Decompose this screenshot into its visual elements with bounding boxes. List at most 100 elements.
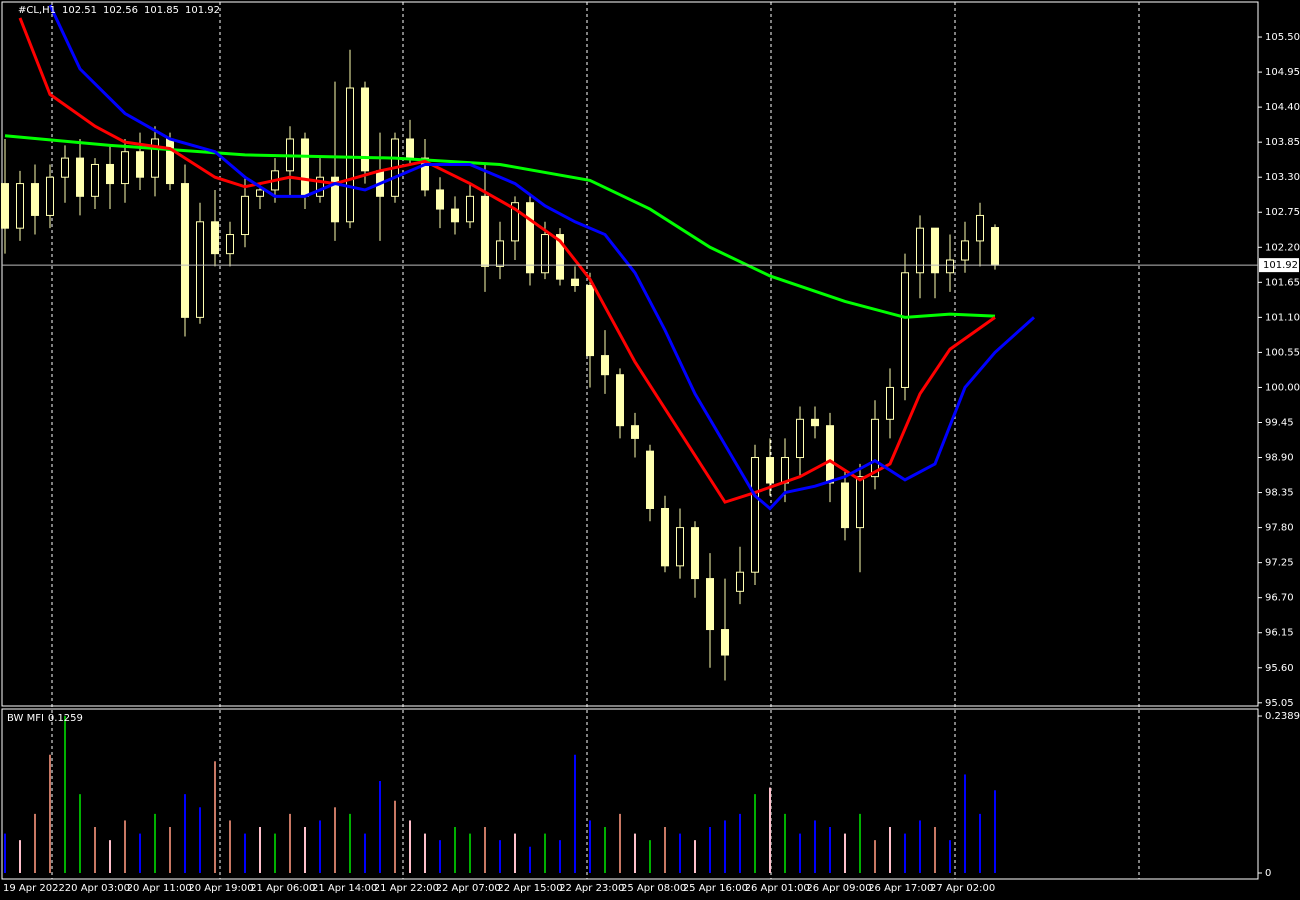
period-separators (51, 2, 1140, 879)
y-tick-label: 103.30 (1265, 172, 1300, 183)
candle-body (91, 163, 99, 197)
moving-average (18, 17, 996, 504)
y-tick-label: 97.80 (1265, 523, 1294, 534)
candle-body (61, 157, 69, 178)
x-tick-label: 20 Apr 19:00 (188, 883, 253, 894)
candle-body (16, 183, 24, 229)
candle-body (31, 183, 39, 216)
candle-body (256, 189, 264, 197)
indicator-label: BW MFI 0.1259 (7, 713, 83, 724)
y-tick-label: 98.90 (1265, 453, 1294, 464)
candle-body (601, 355, 609, 376)
x-tick-label: 19 Apr 2022 (3, 883, 65, 894)
y-tick-label: 95.05 (1265, 698, 1294, 709)
candle-body (151, 138, 159, 178)
candle-body (946, 259, 954, 274)
indicator-value: 0.1259 (48, 713, 83, 724)
candle-body (991, 227, 999, 266)
candle-body (406, 138, 414, 159)
candle-body (541, 234, 549, 274)
candle-body (871, 418, 879, 478)
candle-body (226, 234, 234, 255)
candle-body (421, 157, 429, 191)
y-tick-label: 102.75 (1265, 207, 1300, 218)
candle-body (361, 87, 369, 172)
candle-body (241, 195, 249, 236)
header-open: 102.51 (62, 5, 97, 16)
candle-body (676, 527, 684, 567)
y-tick-label: 101.10 (1265, 312, 1300, 323)
candle-body (661, 507, 669, 567)
chart-header: #CL,H1 102.51 102.56 101.85 101.92 (18, 5, 220, 16)
y-tick-label: 104.40 (1265, 102, 1300, 113)
candle-body (826, 425, 834, 484)
y-tick-label: 105.50 (1265, 32, 1300, 43)
candle-body (166, 138, 174, 185)
current-price-label: 101.92 (1263, 260, 1298, 271)
candle-body (301, 138, 309, 197)
header-low: 101.85 (144, 5, 179, 16)
candle-body (196, 221, 204, 318)
candle-body (736, 571, 744, 592)
candle-body (856, 476, 864, 529)
x-tick-label: 21 Apr 06:00 (250, 883, 315, 894)
moving-average (48, 4, 1036, 511)
candle-body (481, 195, 489, 267)
candle-body (811, 418, 819, 427)
x-tick-label: 25 Apr 16:00 (683, 883, 748, 894)
candle-body (466, 195, 474, 223)
candle-body (886, 386, 894, 420)
x-tick-label: 21 Apr 22:00 (374, 883, 439, 894)
candle-body (721, 629, 729, 656)
y-tick-label: 102.20 (1265, 242, 1300, 253)
candle-body (916, 227, 924, 274)
y-tick-label: 103.85 (1265, 137, 1300, 148)
candle-body (436, 189, 444, 210)
x-tick-label: 25 Apr 08:00 (621, 883, 686, 894)
y-tick-label: 97.25 (1265, 558, 1294, 569)
candle-body (631, 425, 639, 439)
x-tick-label: 26 Apr 09:00 (806, 883, 871, 894)
candle-body (316, 176, 324, 197)
x-tick-label: 26 Apr 17:00 (868, 883, 933, 894)
indicator-panel (1, 708, 1259, 880)
candle-body (556, 234, 564, 280)
candle-body (691, 527, 699, 580)
y-tick-label: 0.2389 (1265, 711, 1300, 722)
candle-body (751, 457, 759, 573)
x-tick-label: 22 Apr 07:00 (436, 883, 501, 894)
x-tick-label: 21 Apr 14:00 (312, 883, 377, 894)
candle-body (331, 176, 339, 223)
y-tick-label: 96.15 (1265, 628, 1294, 639)
candle-body (181, 183, 189, 318)
candle-body (1, 183, 9, 229)
candle-body (781, 457, 789, 484)
x-tick-label: 22 Apr 23:00 (559, 883, 624, 894)
candle-body (346, 87, 354, 223)
x-tick-label: 26 Apr 01:00 (745, 883, 810, 894)
moving-average (4, 134, 996, 319)
y-tick-label: 95.60 (1265, 663, 1294, 674)
candle-body (841, 482, 849, 529)
y-tick-label: 104.95 (1265, 67, 1300, 78)
candle-body (106, 163, 114, 185)
candle-body (451, 208, 459, 223)
x-tick-label: 22 Apr 15:00 (497, 883, 562, 894)
candle-body (136, 151, 144, 178)
candle-body (616, 374, 624, 427)
candle-body (76, 157, 84, 197)
x-tick-label: 27 Apr 02:00 (930, 883, 995, 894)
candle-body (511, 202, 519, 242)
candle-body (976, 214, 984, 242)
candle-body (706, 578, 714, 631)
candle-body (796, 418, 804, 459)
y-tick-label: 96.70 (1265, 593, 1294, 604)
candle-body (931, 227, 939, 274)
header-close: 101.92 (185, 5, 220, 16)
symbol: #CL,H1 (18, 5, 56, 16)
x-tick-label: 20 Apr 03:00 (65, 883, 130, 894)
y-tick-label: 98.35 (1265, 488, 1294, 499)
y-tick-label: 100.00 (1265, 382, 1300, 393)
